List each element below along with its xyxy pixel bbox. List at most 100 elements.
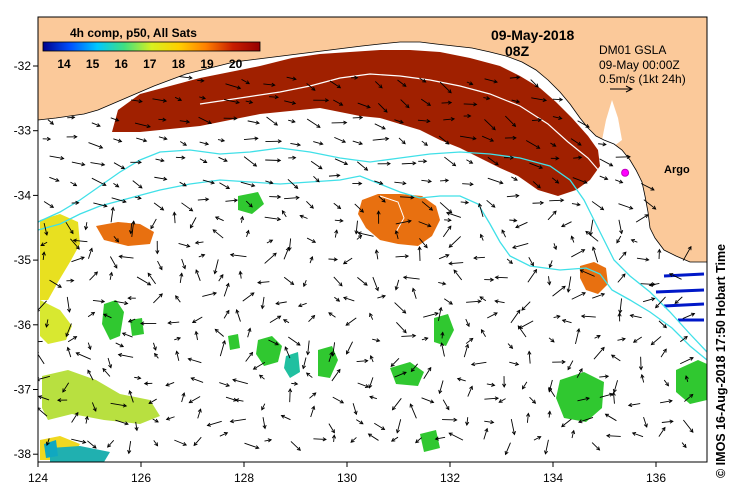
current-vector-head [339,218,344,223]
current-vector [276,301,287,305]
imos-credit: © IMOS 16-Aug-2018 17:50 Hobart Time [714,243,728,478]
current-vector-head [560,198,565,203]
current-vector [606,435,621,437]
current-vector-head [448,243,453,248]
current-vector [577,397,590,402]
current-vector-head [689,357,694,361]
current-vector-head [75,245,80,250]
current-vector-head [479,233,484,239]
current-vector [334,219,343,222]
current-vector [552,285,566,297]
current-vector [199,158,207,163]
current-vector [483,428,488,440]
current-vector [199,141,209,145]
current-vector-head [363,281,368,286]
current-vector-head [225,383,231,387]
current-vector [685,375,689,383]
current-vector-head [331,434,337,439]
current-vector-head [621,337,626,342]
current-vector-head [358,115,364,120]
current-vector-head [364,384,370,389]
current-vector [168,321,180,324]
current-vector-head [415,439,420,444]
current-vector [390,357,400,367]
current-vector [354,203,364,213]
current-vector [154,353,159,359]
current-vector-head [427,179,432,184]
current-vector [147,273,156,285]
current-vector [217,139,225,142]
current-vector [355,220,358,234]
current-vector [87,312,95,318]
current-vector [309,392,317,399]
current-vector-head [544,450,549,455]
current-vector [515,221,528,228]
current-vector [448,432,464,441]
current-vector-head [92,407,97,412]
current-vector-head [40,242,45,246]
current-vector [484,397,499,400]
current-vector-head [45,441,50,447]
current-vector [474,256,485,259]
current-vector-head [82,439,87,444]
current-vector [195,241,204,244]
colorbar-tick-label: 18 [172,57,186,71]
current-vector [197,198,209,201]
current-vector-head [499,180,504,185]
current-vector-head [342,260,348,265]
current-vector-head [245,229,250,235]
current-vector-head [206,422,211,427]
current-vector [49,176,60,182]
current-vector-head [205,197,210,202]
y-tick-label: -37 [14,383,32,397]
current-vector-head [182,265,187,270]
current-vector-head [585,230,590,235]
current-vector-head [271,82,276,87]
argo-float-marker[interactable] [621,168,630,177]
argo-float-icon[interactable] [621,168,630,177]
current-vector-head [268,239,274,244]
current-vector [129,390,134,403]
current-vector-head [599,206,605,211]
current-vector [479,296,487,302]
current-vector-head [440,342,445,347]
current-vector [148,398,157,404]
current-vector-head [605,433,611,438]
current-vector [119,255,134,259]
current-vector-head [236,85,242,90]
current-vector [134,196,141,199]
current-vector [561,418,572,427]
current-vector [532,181,541,189]
current-vector [328,423,335,433]
current-vector [150,218,157,229]
current-vector-head [124,421,129,426]
current-vector [230,418,246,423]
current-vector-head [426,118,431,124]
current-vector [352,117,363,119]
current-vector [369,313,374,320]
current-vector [506,258,513,264]
current-vector [486,199,496,208]
current-vector [660,348,667,358]
current-vector-head [358,234,363,239]
current-vector-head [315,178,320,183]
current-vector [501,229,507,238]
current-vector [263,83,275,86]
current-vector [567,360,574,370]
current-vector [394,371,407,378]
current-vector [308,315,315,322]
current-vector-head [62,388,67,393]
current-vector-head [553,245,558,251]
current-vector-head [504,450,509,456]
current-vector [179,181,187,187]
coastline [38,17,707,263]
current-vector-head [508,259,513,265]
current-vector-head [117,353,123,358]
product-label: DM01 GSLA [599,43,667,57]
current-vector-head [225,282,230,288]
current-vector [283,276,294,285]
current-vector-head [350,438,355,443]
current-vector [487,177,503,184]
current-vector-head [179,272,184,277]
current-vector-head [547,281,552,286]
